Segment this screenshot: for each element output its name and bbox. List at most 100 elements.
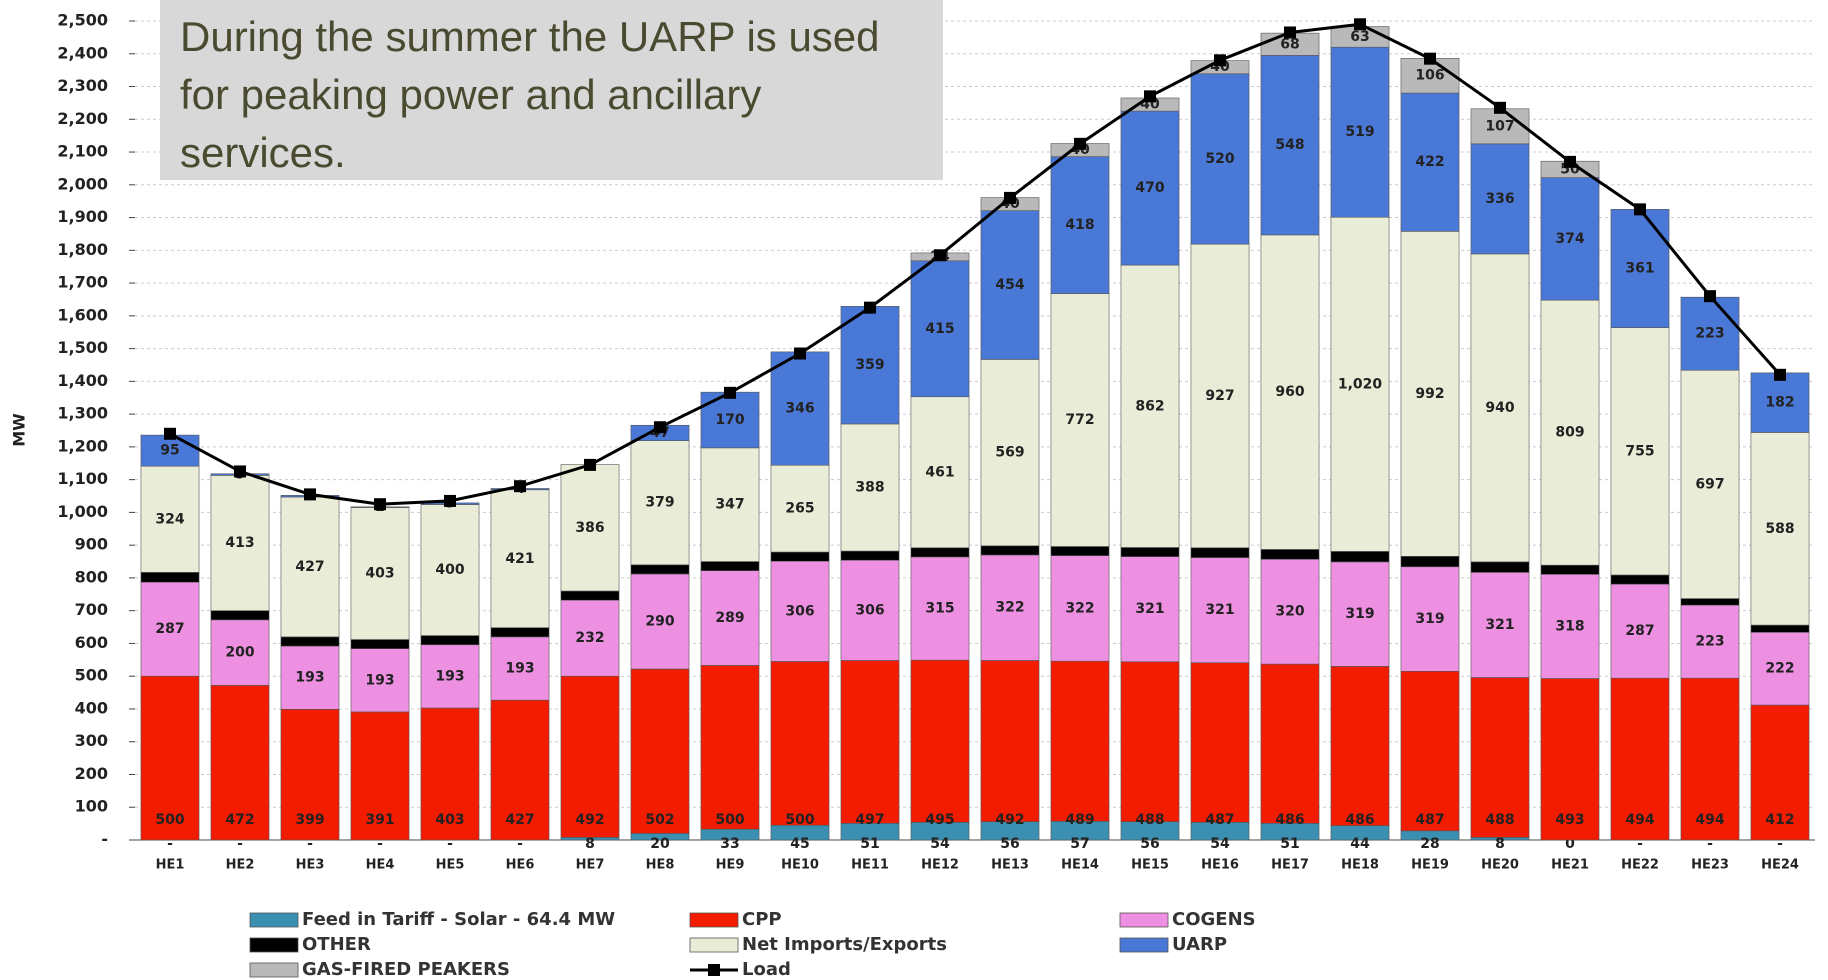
data-label: 403 [435, 812, 464, 828]
x-tick-label: HE19 [1411, 858, 1449, 873]
data-label: 497 [855, 812, 884, 828]
bar-segment [350, 648, 410, 713]
data-label: 106 [1415, 68, 1444, 84]
data-label: 413 [225, 535, 254, 551]
bar-segment [1260, 55, 1320, 236]
data-label: 193 [435, 668, 464, 684]
data-label: 193 [295, 670, 324, 686]
load-marker [374, 498, 386, 511]
legend-swatch [1119, 937, 1169, 953]
bar-segment [1610, 574, 1670, 585]
load-marker [1564, 155, 1576, 168]
bar-segment [1540, 678, 1600, 841]
load-marker [164, 427, 176, 440]
data-label: 361 [1625, 261, 1654, 277]
data-label: 697 [1695, 476, 1724, 492]
bar-segment [560, 675, 620, 838]
data-label: 495 [925, 812, 954, 828]
data-label: 391 [365, 812, 394, 828]
data-label: 0 [1565, 836, 1575, 852]
data-label: 992 [1415, 386, 1444, 402]
bar-segment [700, 561, 760, 572]
load-marker [514, 480, 526, 493]
bar-segment [1750, 704, 1810, 841]
data-label: 472 [225, 812, 254, 828]
bar-segment [770, 464, 830, 553]
x-tick-label: HE8 [646, 858, 675, 873]
data-label: 336 [1485, 191, 1514, 207]
data-label: 287 [155, 621, 184, 637]
bar-segment [1120, 264, 1180, 548]
bar-segment [490, 699, 550, 841]
bar-segment [980, 660, 1040, 822]
data-label: 400 [435, 562, 464, 578]
bar-segment [210, 475, 270, 611]
data-label: 486 [1345, 812, 1374, 828]
y-tick-label: 2,000 [57, 174, 108, 193]
data-label: 489 [1065, 812, 1094, 828]
bar-segment [140, 465, 200, 573]
y-tick-label: 1,900 [57, 207, 108, 226]
bar-segment [140, 675, 200, 841]
bar-segment [1540, 177, 1600, 301]
data-label: - [1707, 836, 1713, 852]
x-tick-label: HE3 [296, 858, 325, 873]
load-marker [1214, 54, 1226, 67]
bar-segment [840, 306, 900, 425]
data-label: 306 [855, 602, 884, 618]
data-label: 33 [720, 836, 739, 852]
data-label: 95 [160, 443, 179, 459]
x-tick-label: HE13 [991, 858, 1029, 873]
data-label: 289 [715, 610, 744, 626]
bar-segment [1470, 677, 1530, 838]
legend-swatch [249, 912, 299, 928]
data-label: 54 [930, 836, 950, 852]
y-tick-label: 2,300 [57, 76, 108, 95]
bar-segment [1260, 663, 1320, 824]
x-tick-label: HE5 [436, 858, 465, 873]
data-label: 223 [1695, 634, 1724, 650]
bar-segment [910, 659, 970, 823]
data-label: 28 [1420, 836, 1439, 852]
bar-segment [700, 570, 760, 666]
data-label: 45 [790, 836, 809, 852]
bar-segment [1190, 547, 1250, 558]
data-label: 388 [855, 480, 884, 496]
bar-segment [1050, 156, 1110, 294]
y-tick-label: 500 [75, 666, 108, 685]
y-tick-label: 1,000 [57, 502, 108, 521]
bar-segment [1470, 143, 1530, 255]
data-label: 265 [785, 501, 814, 517]
data-label: 427 [295, 559, 324, 575]
x-tick-label: HE14 [1061, 858, 1099, 873]
data-label: 493 [1555, 812, 1584, 828]
bar-segment [560, 599, 620, 677]
x-tick-label: HE24 [1761, 858, 1799, 873]
load-marker [1774, 368, 1786, 381]
y-tick-label: 1,800 [57, 240, 108, 259]
load-marker [1424, 52, 1436, 65]
y-tick-label: 1,400 [57, 371, 108, 390]
bar-segment [910, 260, 970, 398]
data-label: 492 [575, 812, 604, 828]
y-tick-label: 2,200 [57, 109, 108, 128]
bar-segment [420, 504, 480, 636]
bar-segment [140, 572, 200, 583]
legend-label: COGENS [1172, 909, 1256, 930]
data-label: - [237, 836, 243, 852]
x-tick-label: HE21 [1551, 858, 1589, 873]
bar-segment [700, 665, 760, 830]
data-label: 588 [1765, 521, 1794, 537]
bar-segment [1680, 369, 1740, 599]
x-tick-label: HE1 [156, 858, 185, 873]
data-label: 486 [1275, 812, 1304, 828]
legend-label: Net Imports/Exports [742, 934, 947, 955]
y-tick-label: 1,600 [57, 305, 108, 324]
bar-segment [1470, 108, 1530, 145]
x-tick-label: HE6 [506, 858, 535, 873]
data-label: 182 [1765, 395, 1794, 411]
data-label: 318 [1555, 618, 1584, 634]
y-tick-label: 1,700 [57, 273, 108, 292]
